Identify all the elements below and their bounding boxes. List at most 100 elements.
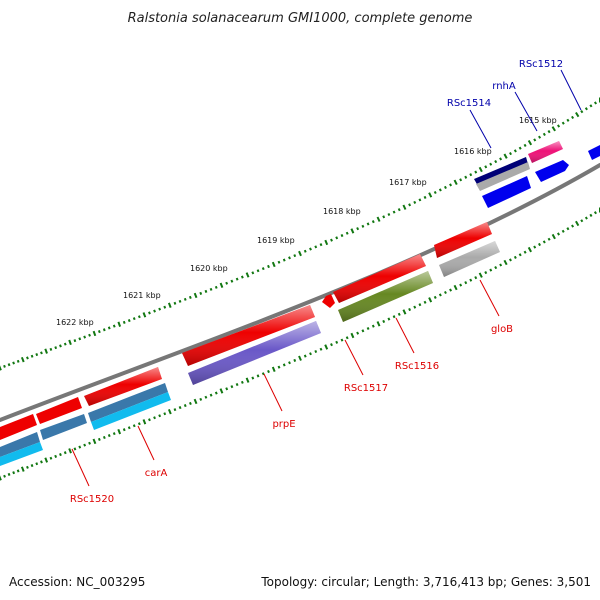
leader-rsc1514: [469, 109, 492, 149]
ring-tick: [83, 443, 87, 447]
ring-tick: [561, 121, 565, 125]
ring-tick: [7, 472, 11, 476]
ring-tick: [3, 474, 6, 478]
gene-label-prpe[interactable]: prpE: [272, 419, 295, 430]
ring-tick: [251, 376, 255, 380]
gene-red-left1[interactable]: [36, 397, 82, 424]
gene-cara-steel[interactable]: [88, 383, 168, 422]
ring-tick: [478, 166, 483, 173]
ring-tick: [542, 132, 546, 137]
ring-tick: [245, 377, 250, 383]
gene-blue-a[interactable]: [535, 160, 569, 182]
ring-tick: [158, 414, 162, 418]
gene-label-rnha[interactable]: rnhA: [492, 81, 516, 92]
ring-tick: [551, 126, 556, 132]
ring-tick: [423, 195, 427, 200]
ring-tick: [142, 419, 147, 425]
forward-strand-genes: [0, 141, 600, 440]
ring-tick: [303, 354, 307, 358]
gene-red-left2[interactable]: [0, 414, 37, 440]
gene-label-rsc1514[interactable]: RSc1514: [447, 98, 491, 109]
gene-blue-b[interactable]: [482, 176, 531, 208]
tick-label-1617: 1617 kbp: [389, 178, 427, 187]
gene-label-rsc1512[interactable]: RSc1512: [519, 59, 563, 70]
ring-tick: [193, 292, 198, 299]
ring-tick: [30, 354, 34, 358]
gene-rsc1512[interactable]: [588, 145, 600, 160]
gene-label-rsc1520[interactable]: RSc1520: [70, 494, 114, 505]
ring-tick: [538, 135, 542, 139]
gene-label-glob[interactable]: gloB: [491, 324, 513, 335]
ring-tick: [589, 104, 593, 108]
gene-glob-gray-shade: [439, 241, 500, 277]
ring-tick: [54, 454, 58, 458]
ring-tick: [183, 404, 187, 408]
tick-label-1620: 1620 kbp: [190, 264, 228, 273]
ring-tick: [137, 315, 141, 319]
ring-tick: [102, 328, 106, 332]
ring-tick: [12, 471, 16, 475]
ring-tick: [408, 308, 412, 312]
ring-tick: [303, 249, 307, 253]
ring-tick: [3, 364, 6, 368]
ring-tick: [509, 152, 512, 156]
ring-tick: [503, 259, 508, 266]
ring-tick: [433, 295, 437, 299]
ring-tick: [449, 288, 453, 292]
ring-tick: [112, 324, 116, 328]
ring-tick: [361, 224, 365, 228]
gene-label-rsc1516[interactable]: RSc1516: [395, 361, 439, 372]
tick-ring-inner: [0, 207, 600, 481]
ring-tick: [40, 351, 43, 355]
ring-tick: [330, 238, 333, 242]
gene-label-cara[interactable]: carA: [145, 468, 168, 479]
ring-tick: [92, 330, 97, 337]
ring-tick: [513, 255, 517, 259]
ring-tick: [366, 326, 370, 331]
ring-tick: [335, 340, 339, 344]
ring-tick: [489, 268, 493, 272]
gene-label-rsc1517[interactable]: RSc1517: [344, 383, 388, 394]
ring-tick: [49, 347, 53, 351]
ring-tick: [575, 111, 580, 118]
gene-left-steel[interactable]: [40, 414, 87, 440]
ring-tick: [509, 258, 512, 262]
gene-prpe-purple-shade: [188, 321, 321, 385]
ring-tick: [209, 393, 213, 397]
ring-tick: [518, 146, 522, 150]
ring-tick: [167, 409, 172, 415]
gene-cara-red-shade: [84, 367, 162, 406]
ring-tick: [30, 464, 34, 468]
ring-tick: [376, 216, 381, 222]
ring-tick: [153, 416, 156, 420]
gene-left-cyan[interactable]: [0, 442, 43, 466]
ring-tick: [513, 149, 517, 153]
gene-rsc1514[interactable]: [474, 157, 528, 186]
gene-red-small[interactable]: [322, 294, 335, 308]
ring-tick: [438, 293, 442, 297]
ring-tick: [444, 290, 447, 295]
ring-tick: [167, 302, 172, 308]
ring-tick: [335, 236, 339, 240]
ring-tick: [163, 305, 167, 309]
ring-tick: [340, 338, 344, 342]
gene-cara-cyan[interactable]: [91, 392, 171, 430]
ring-tick: [584, 216, 588, 220]
ring-tick: [527, 140, 533, 146]
ring-tick: [459, 178, 463, 182]
accession-text: Accession: NC_003295: [9, 575, 145, 589]
tick-label-1621: 1621 kbp: [123, 291, 161, 300]
ring-tick: [122, 320, 126, 324]
ring-tick: [464, 281, 468, 285]
ring-tick: [288, 256, 291, 260]
ring-tick: [0, 475, 2, 481]
map-title: Ralstonia solanacearum GMI1000, complete…: [128, 11, 473, 26]
ring-tick: [489, 162, 493, 166]
ring-tick: [345, 336, 349, 340]
ring-tick: [293, 254, 297, 258]
ring-tick: [256, 269, 260, 273]
gene-left-steel2[interactable]: [0, 432, 40, 457]
ring-tick: [371, 324, 375, 328]
ring-tick: [16, 469, 20, 473]
